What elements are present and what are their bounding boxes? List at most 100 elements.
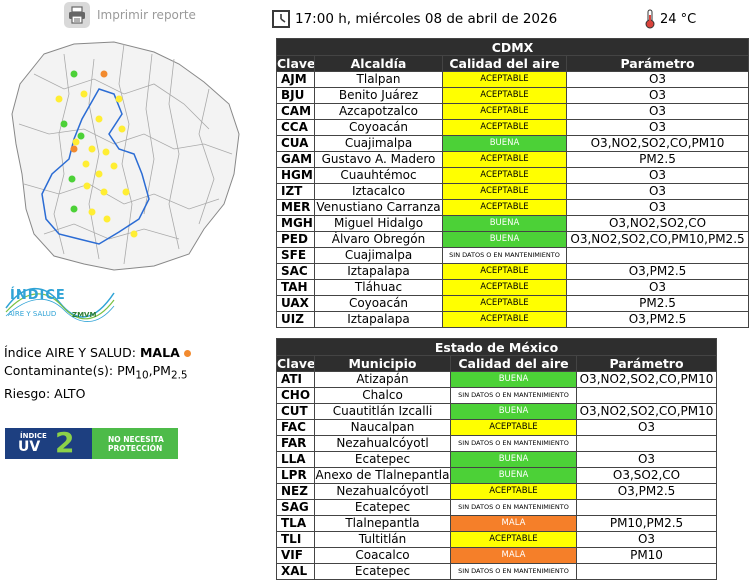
station-name: Iztacalco [314,183,443,200]
station-name: Coyoacán [314,295,443,312]
parameter-cell: O3,PM2.5 [575,483,718,500]
station-name: Benito Juárez [314,87,443,104]
printer-icon [64,2,90,28]
left-panel: Imprimir reporte [0,0,270,580]
uv-value: 2 [55,426,75,459]
station-name: Cuajimalpa [314,135,443,152]
quality-badge: SIN DATOS O EN MANTENIMIENTO [451,564,576,579]
risk-label: Riesgo: [4,385,55,401]
logo-indice-text: ÍNDICE [10,288,66,303]
clock-icon [272,10,290,28]
station-code: LPR [276,467,315,484]
col-alcaldia: Alcaldía [314,55,443,72]
station-name: Chalco [314,387,451,404]
station-name: Cuautitlán Izcalli [314,403,451,420]
quality-badge: SIN DATOS O EN MANTENIMIENTO [451,500,576,515]
station-name: Tláhuac [314,279,443,296]
station-code: SAG [276,499,315,516]
air-quality-cell: ACEPTABLE [442,263,567,280]
air-quality-cell: ACEPTABLE [442,167,567,184]
station-code: SAC [276,263,315,280]
quality-badge: ACEPTABLE [443,168,566,183]
station-code: CUT [276,403,315,420]
station-name: Venustiano Carranza [314,199,443,216]
table-row: TLA Tlalnepantla MALA PM10,PM2.5 [276,515,718,532]
station-code: SFE [276,247,315,264]
parameter-cell: O3 [565,279,750,296]
print-report-button[interactable]: Imprimir reporte [64,2,196,28]
col-municipio: Municipio [314,355,451,372]
station-name: Álvaro Obregón [314,231,443,248]
table-row: CHO Chalco SIN DATOS O EN MANTENIMIENTO [276,387,718,404]
quality-badge: BUENA [451,404,576,419]
table-row: IZT Iztacalco ACEPTABLE O3 [276,183,750,200]
station-code: CUA [276,135,315,152]
air-quality-cell: SIN DATOS O EN MANTENIMIENTO [450,387,577,404]
quality-badge: ACEPTABLE [443,280,566,295]
station-code: UIZ [276,311,315,328]
table-row: SFE Cuajimalpa SIN DATOS O EN MANTENIMIENT… [276,247,750,264]
quality-badge: ACEPTABLE [451,484,576,499]
station-code: FAR [276,435,315,452]
parameter-cell: O3 [565,199,750,216]
station-code: AJM [276,71,315,88]
temperature: 24 °C [644,8,696,30]
air-quality-cell: MALA [450,515,577,532]
air-quality-cell: SIN DATOS O EN MANTENIMIENTO [450,435,577,452]
air-quality-cell: SIN DATOS O EN MANTENIMIENTO [442,247,567,264]
table-row: MGH Miguel Hidalgo BUENA O3,NO2,SO2,CO [276,215,750,232]
station-name: Anexo de Tlalnepantla [314,467,451,484]
pm10-sub: 10 [135,369,149,382]
table-row: FAR Nezahualcóyotl SIN DATOS O EN MANTENIM… [276,435,718,452]
table-row: CAM Azcapotzalco ACEPTABLE O3 [276,103,750,120]
parameter-cell: O3,NO2,SO2,CO,PM10 [575,403,718,420]
station-name: Tlalnepantla [314,515,451,532]
cdmx-air-quality-table: CDMX Clave Alcaldía Calidad del aire Par… [275,38,750,328]
table-row: CCA Coyoacán ACEPTABLE O3 [276,119,750,136]
quality-badge: ACEPTABLE [443,312,566,327]
quality-badge: BUENA [451,468,576,483]
air-quality-cell: BUENA [442,231,567,248]
air-quality-cell: ACEPTABLE [442,103,567,120]
quality-badge: SIN DATOS O EN MANTENIMIENTO [451,436,576,451]
parameter-cell: O3,NO2,SO2,CO,PM10 [565,135,750,152]
air-quality-status: Índice AIRE Y SALUD: MALA Contaminante(s… [4,344,191,403]
station-name: Naucalpan [314,419,451,436]
table-row: VIF Coacalco MALA PM10 [276,547,718,564]
quality-badge: ACEPTABLE [443,120,566,135]
table-row: BJU Benito Juárez ACEPTABLE O3 [276,87,750,104]
station-code: NEZ [276,483,315,500]
logo-aire-salud-text: AIRE Y SALUD [8,310,57,318]
air-quality-cell: ACEPTABLE [442,199,567,216]
table-row: TAH Tláhuac ACEPTABLE O3 [276,279,750,296]
parameter-cell: O3,PM2.5 [565,311,750,328]
station-name: Atizapán [314,371,451,388]
station-code: LLA [276,451,315,468]
edomex-table-title: Estado de México [275,338,718,356]
report-datetime: 17:00 h, miércoles 08 de abril de 2026 [271,8,557,30]
station-code: UAX [276,295,315,312]
station-name: Nezahualcóyotl [314,483,451,500]
station-name: Cuajimalpa [314,247,443,264]
quality-badge: MALA [451,548,576,563]
station-code: CHO [276,387,315,404]
station-code: XAL [276,563,315,580]
datetime-text: 17:00 h, miércoles 08 de abril de 2026 [295,11,558,27]
table-row: MER Venustiano Carranza ACEPTABLE O3 [276,199,750,216]
uv-message: NO NECESITA PROTECCIÓN [92,428,178,459]
table-row: GAM Gustavo A. Madero ACEPTABLE PM2.5 [276,151,750,168]
quality-badge: ACEPTABLE [451,420,576,435]
col-clave: Clave [276,55,315,72]
pm25-sub: 2.5 [170,369,188,382]
uv-message-line2: PROTECCIÓN [108,444,163,453]
parameter-cell [575,435,718,452]
station-code: TAH [276,279,315,296]
table-row: HGM Cuauhtémoc ACEPTABLE O3 [276,167,750,184]
table-row: FAC Naucalpan ACEPTABLE O3 [276,419,718,436]
air-quality-cell: ACEPTABLE [442,279,567,296]
air-quality-cell: ACEPTABLE [442,87,567,104]
station-name: Miguel Hidalgo [314,215,443,232]
quality-badge: SIN DATOS O EN MANTENIMIENTO [443,248,566,263]
station-name: Coyoacán [314,119,443,136]
station-code: TLA [276,515,315,532]
